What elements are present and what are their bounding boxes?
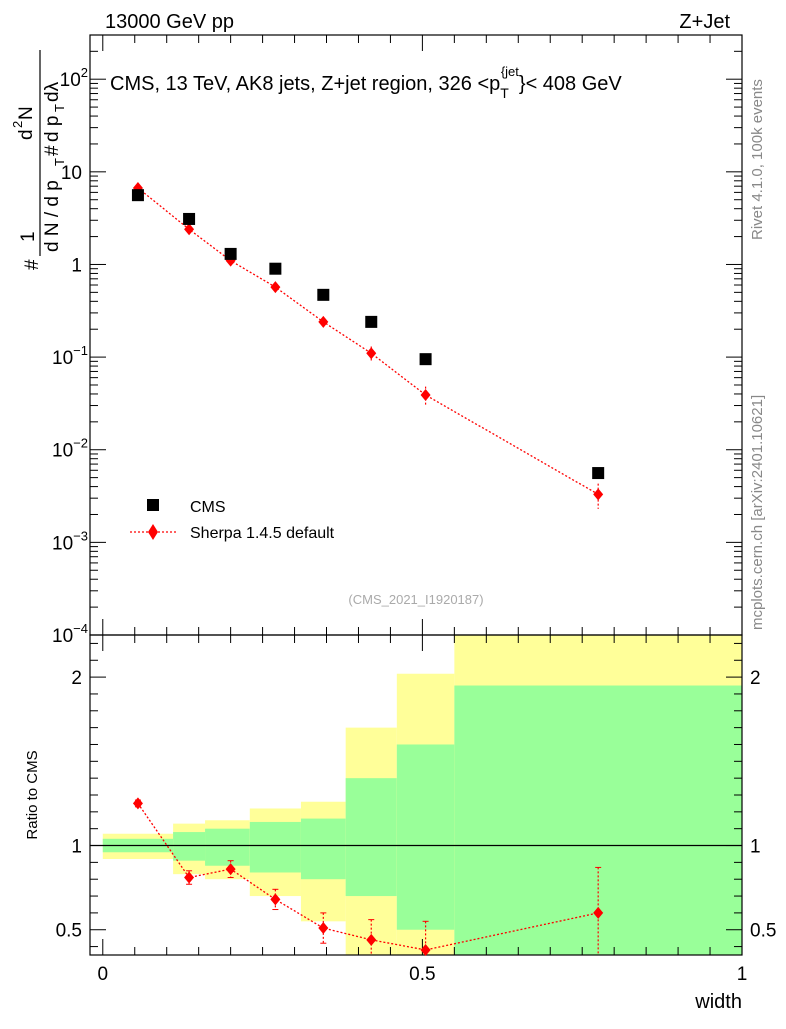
main-frame	[89, 34, 743, 636]
ratio-y-tick-label: 1	[71, 837, 82, 858]
main-y-tick-label: 10−1	[52, 343, 88, 369]
cms-point	[592, 467, 605, 480]
ratio-y-tick-label: 0.5	[56, 921, 82, 942]
rivet-version-label: Rivet 4.1.0, 100k events	[749, 79, 766, 240]
sherpa-point	[593, 488, 604, 501]
cms-point	[419, 353, 432, 366]
ratio-y-axis-label: Ratio to CMS	[24, 750, 41, 839]
legend-sherpa-marker	[148, 524, 158, 540]
svg-text:d N / d p: d N / d p	[42, 180, 63, 252]
x-tick-label: 0	[97, 964, 108, 985]
legend-cms-label: CMS	[190, 499, 226, 516]
sherpa-point	[184, 223, 195, 236]
sherpa-ratio-line	[137, 803, 599, 951]
svg-text:2: 2	[10, 121, 25, 128]
main-y-tick-label: 10	[61, 163, 82, 184]
legend-sherpa-label: Sherpa 1.4.5 default	[190, 525, 335, 542]
sherpa-point	[366, 347, 377, 360]
ratio-series	[132, 797, 604, 956]
legend: CMS Sherpa 1.4.5 default	[130, 499, 335, 542]
ratio-band-green	[173, 832, 206, 861]
svg-text:d: d	[16, 129, 37, 140]
x-tick-label: 0.5	[409, 964, 435, 985]
ratio-uncertainty-bands	[102, 635, 742, 955]
cms-point	[365, 315, 378, 328]
svg-text:#: #	[42, 145, 63, 156]
header-process-label: Z+Jet	[679, 11, 730, 33]
svg-text:#: #	[22, 259, 43, 270]
mcplots-label: mcplots.cern.ch [arXiv:2401.10621]	[749, 395, 766, 630]
main-y-tick-label: 10−2	[52, 436, 88, 462]
x-axis-label: width	[694, 991, 742, 1013]
main-y-tick-label: 10−3	[52, 528, 88, 554]
sherpa-ratio-point	[593, 906, 604, 919]
sherpa-point	[420, 388, 431, 401]
ratio-y-tick-label-right: 0.5	[750, 921, 776, 942]
svg-text:T: T	[52, 104, 67, 112]
ratio-band-green	[396, 744, 455, 930]
analysis-watermark: (CMS_2021_I1920187)	[348, 592, 483, 607]
sherpa-ratio-point	[318, 922, 329, 935]
ratio-band-green	[345, 778, 397, 897]
sherpa-point	[225, 254, 236, 267]
svg-text:T: T	[52, 158, 67, 166]
y-axis-label: # 1 d N / d p T # d 2 N d p T dλ	[10, 50, 67, 270]
main-series	[131, 181, 605, 509]
svg-text:N: N	[16, 106, 37, 120]
sherpa-ratio-point	[225, 863, 236, 876]
ratio-axis-ticks: 0.5 0.5 1 1 2 2 0 0.5 1	[56, 635, 776, 985]
sherpa-ratio-point	[366, 933, 377, 946]
ratio-band-green	[300, 818, 346, 880]
main-axis-ticks: 10−4 10−3 10−2 10−1 1 10 102	[52, 34, 743, 647]
header-collision-label: 13000 GeV pp	[105, 11, 234, 33]
ratio-y-tick-label-right: 1	[750, 837, 761, 858]
sherpa-ratio-point	[420, 943, 431, 956]
svg-text:1: 1	[18, 231, 39, 242]
sherpa-series-line	[137, 187, 599, 495]
ratio-band-green	[249, 821, 301, 873]
main-y-tick-label: 102	[60, 65, 88, 91]
sherpa-point	[318, 315, 329, 328]
sherpa-point	[270, 281, 281, 294]
svg-text:d p: d p	[42, 116, 63, 142]
ratio-y-tick-label-right: 2	[750, 668, 761, 689]
svg-text:dλ: dλ	[42, 81, 63, 102]
sherpa-ratio-point	[184, 871, 195, 884]
legend-cms-marker	[147, 499, 159, 511]
sherpa-ratio-point	[132, 797, 143, 810]
main-y-tick-label: 10−4	[52, 621, 88, 647]
cms-point	[269, 262, 282, 275]
ratio-band-green	[205, 828, 250, 866]
x-tick-label: 1	[737, 964, 748, 985]
cms-point	[317, 288, 330, 301]
main-y-tick-label: 1	[71, 255, 82, 276]
sherpa-ratio-point	[270, 893, 281, 906]
cms-point	[183, 212, 196, 225]
cms-point	[224, 247, 237, 260]
ratio-y-tick-label: 2	[71, 668, 82, 689]
cms-point	[131, 189, 144, 202]
chart-title: CMS, 13 TeV, AK8 jets, Z+jet region, 326…	[110, 64, 622, 101]
